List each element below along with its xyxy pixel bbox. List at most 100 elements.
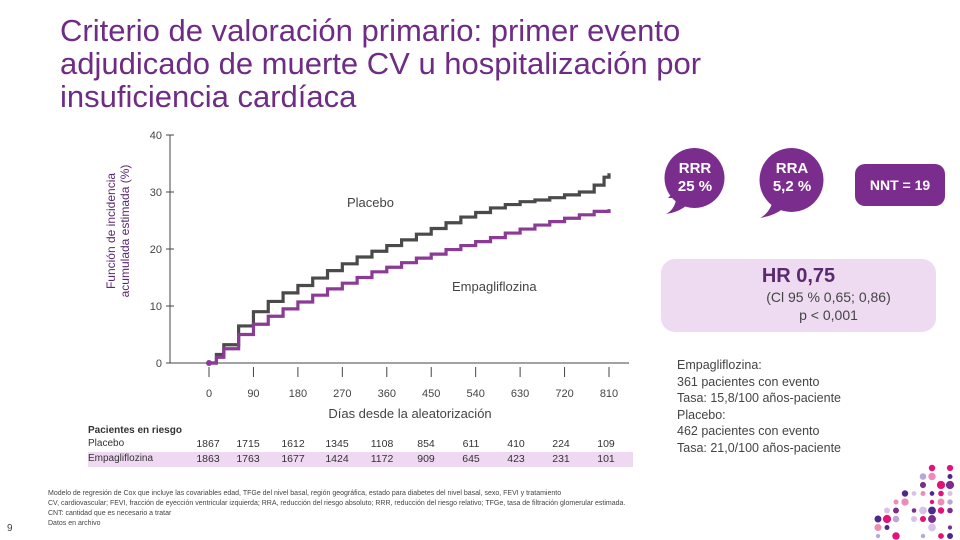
decorative-dot <box>901 490 909 497</box>
decorative-dot <box>911 491 917 496</box>
x-tick-label: 0 <box>206 388 212 400</box>
decorative-dot <box>937 507 945 514</box>
risk-cell-placebo: 410 <box>507 438 525 450</box>
risk-cell-placebo: 1715 <box>236 438 260 450</box>
risk-cell-placebo: 109 <box>597 438 615 450</box>
patients-at-risk-table: Pacientes en riesgo Placebo 1867 1715 1612… <box>88 425 633 467</box>
x-tick-label: 630 <box>511 388 529 400</box>
risk-cell-empagliflozina: 909 <box>417 453 435 465</box>
decorative-dot <box>928 472 936 481</box>
risk-cell-empagliflozina: 423 <box>507 453 525 465</box>
decorative-dot <box>893 507 899 514</box>
decorative-dot <box>884 507 890 514</box>
decorative-dot <box>874 515 882 523</box>
event-line: 462 pacientes con evento <box>677 424 820 438</box>
rra-value: 5,2 % <box>772 178 812 195</box>
x-tick-label: 720 <box>555 388 573 400</box>
decorative-dot <box>937 498 945 506</box>
footnotes: Modelo de regresión de Cox que incluye l… <box>48 489 625 529</box>
event-line: Tasa: 15,8/100 años-paciente <box>677 391 842 405</box>
x-tick-label: 90 <box>247 388 259 400</box>
x-axis-label: Días desde la aleatorización <box>328 406 492 421</box>
event-line: 361 pacientes con evento <box>677 374 820 389</box>
decorative-dot <box>893 499 899 505</box>
y-axis-label: Función de incidencia acumulada estimada… <box>104 165 132 298</box>
risk-cell-placebo: 224 <box>552 438 570 450</box>
event-line: Tasa: 21,0/100 años-paciente <box>677 440 842 455</box>
decorative-dot <box>928 506 936 515</box>
decorative-dot <box>947 525 953 530</box>
risk-cell-empagliflozina: 1424 <box>325 453 349 465</box>
y-tick-label: 40 <box>150 130 162 142</box>
decorative-dot <box>947 507 953 514</box>
decorative-dot <box>875 533 881 539</box>
y-axis-label-line-1: Función de incidencia <box>104 172 118 290</box>
event-summary: Empagliflozina: 361 pacientes con evento… <box>677 357 841 456</box>
decorative-dot <box>919 481 927 489</box>
x-tick-label: 360 <box>378 388 396 400</box>
risk-cell-empagliflozina: 1172 <box>370 453 394 465</box>
y-tick-label: 10 <box>150 301 162 313</box>
risk-cell-empagliflozina: 101 <box>597 453 615 465</box>
decorative-dot <box>892 515 900 523</box>
risk-cell-placebo: 1108 <box>370 438 394 450</box>
decorative-dot <box>882 514 892 524</box>
hazard-ratio-value: HR 0,75 <box>761 265 836 287</box>
footnote-line: CV, cardiovascular; FEVI, fracción de ey… <box>48 500 626 507</box>
rrr-value: 25 % <box>677 178 713 195</box>
nnt-bubble-shape <box>855 164 945 206</box>
rrr-label: RRR <box>678 160 712 177</box>
y-tick-label: 0 <box>156 358 162 370</box>
decorative-dot <box>946 464 954 472</box>
empagliflozina-curve-label: Empagliflozina <box>452 279 537 294</box>
rra-bubble-tail <box>760 204 784 218</box>
risk-row-placebo: Placebo 1867 1715 1612 1345 1108 854 611 410 224… <box>88 437 633 452</box>
nnt-badge: NNT = 19 <box>869 177 931 193</box>
decorative-dot <box>947 490 953 497</box>
page-number: 9 <box>7 523 13 534</box>
rrr-bubble-shape <box>664 148 725 208</box>
rrr-badge: RRR 25 % <box>665 160 725 196</box>
decorative-dot <box>938 490 944 497</box>
confidence-interval: (Cl 95 % 0,65; 0,86) <box>766 289 891 305</box>
x-tick-label: 810 <box>600 388 618 400</box>
x-tick-label: 270 <box>333 388 351 400</box>
decorative-dot <box>884 524 890 531</box>
decorative-dot <box>938 533 944 539</box>
risk-cell-empagliflozina: 231 <box>552 453 570 465</box>
decorative-dot <box>910 515 918 523</box>
placebo-curve-label: Placebo <box>347 195 394 210</box>
x-tick-label: 540 <box>466 388 484 400</box>
risk-cell-empagliflozina: 1677 <box>281 453 305 465</box>
risk-cell-empagliflozina: 1763 <box>236 453 260 465</box>
decorative-dot <box>919 515 927 523</box>
decorative-dot <box>920 533 926 539</box>
event-line: Placebo: <box>677 407 726 422</box>
risk-cell-placebo: 1612 <box>281 438 305 450</box>
footnote-line: CNT: cantidad que es necesario a tratar <box>48 510 172 517</box>
title-line-1: Criterio de valoración primario: primer … <box>60 13 681 48</box>
rra-badge: RRA 5,2 % <box>760 160 824 196</box>
slide-title: Criterio de valoración primario: primer … <box>60 14 820 113</box>
risk-cell-placebo: 1867 <box>196 438 220 450</box>
risk-cell-empagliflozina: 645 <box>462 453 480 465</box>
risk-row-label: Empagliflozina <box>88 453 154 464</box>
origin-marker <box>206 360 212 366</box>
decorative-dot <box>919 506 927 515</box>
footnote-line: Modelo de regresión de Cox que incluye l… <box>48 490 562 497</box>
placebo-series-line <box>209 173 611 365</box>
y-tick-label: 20 <box>150 244 162 256</box>
empagliflozina-series-line <box>209 209 611 365</box>
rra-bubble-shape <box>759 148 824 212</box>
y-tick-label: 30 <box>150 187 162 199</box>
decorative-dot <box>919 473 927 480</box>
decorative-dot <box>892 532 900 540</box>
decorative-dot <box>928 515 936 523</box>
decorative-dot <box>874 523 882 532</box>
x-tick-label: 450 <box>422 388 440 400</box>
decorative-dot <box>928 464 936 472</box>
decorative-dot <box>929 491 935 496</box>
decorative-dot <box>945 480 955 490</box>
decorative-dot <box>928 523 936 532</box>
